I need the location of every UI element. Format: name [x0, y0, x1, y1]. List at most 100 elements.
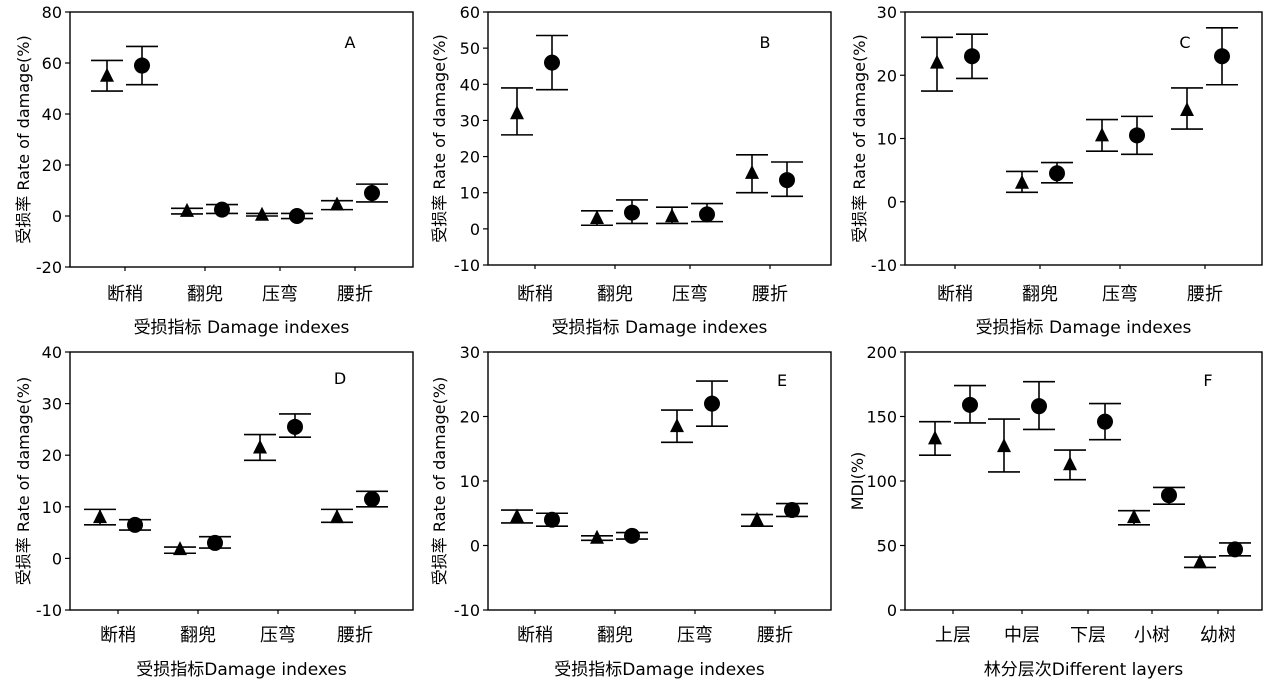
panel-a-frame	[69, 11, 414, 268]
y-tick-label: 10	[460, 184, 480, 203]
y-tick-label: 20	[877, 66, 897, 85]
category-label: 压弯	[1102, 284, 1138, 305]
category-label: 翻兜	[597, 625, 633, 646]
triangle-point	[253, 439, 267, 454]
category-label: 断稍	[100, 625, 136, 646]
x-axis-label: 林分层次Different layers	[984, 660, 1184, 680]
category-label: 压弯	[262, 284, 298, 305]
circle-point	[544, 511, 560, 528]
y-tick-label: 0	[470, 220, 480, 239]
category-label: 腰折	[752, 284, 788, 305]
circle-point	[624, 527, 640, 544]
x-axis-label: 受损指标 Damage indexes	[134, 318, 350, 338]
circle-point	[1161, 487, 1177, 504]
circle-point	[704, 395, 720, 412]
triangle-point	[1063, 456, 1077, 471]
panel-b-frame	[487, 11, 832, 266]
y-axis-label: MDI(%)	[848, 452, 867, 511]
y-tick-label: 100	[866, 472, 897, 491]
y-tick-label: 20	[460, 408, 480, 427]
circle-point	[1214, 48, 1230, 65]
panel-label: D	[334, 369, 346, 388]
category-label: 上层	[935, 625, 971, 646]
circle-point	[544, 54, 560, 71]
y-tick-label: -10	[454, 601, 480, 620]
y-tick-label: 40	[42, 343, 62, 362]
triangle-point	[590, 210, 604, 225]
triangle-point	[330, 196, 344, 211]
circle-point	[207, 534, 223, 551]
circle-point	[779, 172, 795, 189]
y-tick-label: 0	[887, 601, 897, 620]
triangle-point	[670, 418, 684, 433]
circle-point	[1097, 413, 1113, 430]
y-tick-label: 60	[460, 3, 480, 22]
y-tick-label: 60	[42, 54, 62, 73]
circle-point	[964, 48, 980, 65]
panel-label: F	[1203, 371, 1212, 390]
triangle-point	[1193, 554, 1207, 569]
circle-point	[214, 201, 230, 218]
circle-point	[1129, 127, 1145, 144]
triangle-point	[750, 511, 764, 526]
category-label: 中层	[1004, 625, 1040, 646]
circle-point	[784, 502, 800, 519]
panel-c-frame	[904, 11, 1263, 266]
triangle-point	[330, 509, 344, 524]
x-axis-label: 受损指标Damage indexes	[554, 660, 765, 680]
y-tick-label: 80	[42, 3, 62, 22]
triangle-point	[930, 54, 944, 69]
panel-label: B	[760, 33, 771, 52]
y-axis-label: 受损率 Rate of damage(%)	[14, 35, 33, 243]
triangle-point	[997, 438, 1011, 453]
y-tick-label: 0	[887, 193, 897, 212]
category-label: 幼树	[1200, 625, 1236, 646]
circle-point	[364, 185, 380, 202]
y-tick-label: 50	[877, 537, 897, 556]
circle-point	[1049, 165, 1065, 182]
panel-d-frame	[69, 351, 414, 611]
category-label: 腰折	[337, 625, 373, 646]
x-axis-label: 受损指标 Damage indexes	[552, 318, 768, 338]
y-tick-label: -10	[454, 256, 480, 275]
x-axis-label: 受损指标Damage indexes	[136, 660, 347, 680]
triangle-point	[745, 164, 759, 179]
circle-point	[364, 491, 380, 508]
triangle-point	[180, 202, 194, 217]
triangle-point	[100, 67, 114, 82]
category-label: 压弯	[260, 625, 296, 646]
category-label: 腰折	[757, 625, 793, 646]
category-label: 翻兜	[597, 284, 633, 305]
triangle-point	[93, 509, 107, 524]
category-label: 翻兜	[180, 625, 216, 646]
y-tick-label: 10	[460, 472, 480, 491]
circle-point	[289, 208, 305, 224]
circle-point	[1031, 398, 1047, 415]
circle-point	[287, 418, 303, 435]
y-tick-label: -20	[36, 258, 62, 277]
panel-f-frame	[904, 351, 1263, 611]
y-tick-label: 50	[460, 39, 480, 58]
triangle-point	[665, 208, 679, 223]
y-tick-label: 30	[460, 111, 480, 130]
triangle-point	[1015, 174, 1029, 189]
y-tick-label: 40	[460, 75, 480, 94]
category-label: 小树	[1134, 625, 1170, 646]
triangle-point	[510, 508, 524, 523]
category-label: 下层	[1070, 625, 1106, 646]
category-label: 翻兜	[187, 284, 223, 305]
y-axis-label: 受损率 Rate of damage(%)	[14, 377, 33, 585]
category-label: 断稍	[937, 284, 973, 305]
triangle-point	[173, 541, 187, 556]
y-tick-label: 0	[52, 207, 62, 226]
y-tick-label: 30	[460, 343, 480, 362]
y-tick-label: 30	[877, 3, 897, 22]
y-tick-label: 0	[52, 549, 62, 568]
y-axis-label: 受损率 Rate of damage(%)	[850, 34, 869, 242]
triangle-point	[590, 529, 604, 544]
category-label: 翻兜	[1022, 284, 1058, 305]
